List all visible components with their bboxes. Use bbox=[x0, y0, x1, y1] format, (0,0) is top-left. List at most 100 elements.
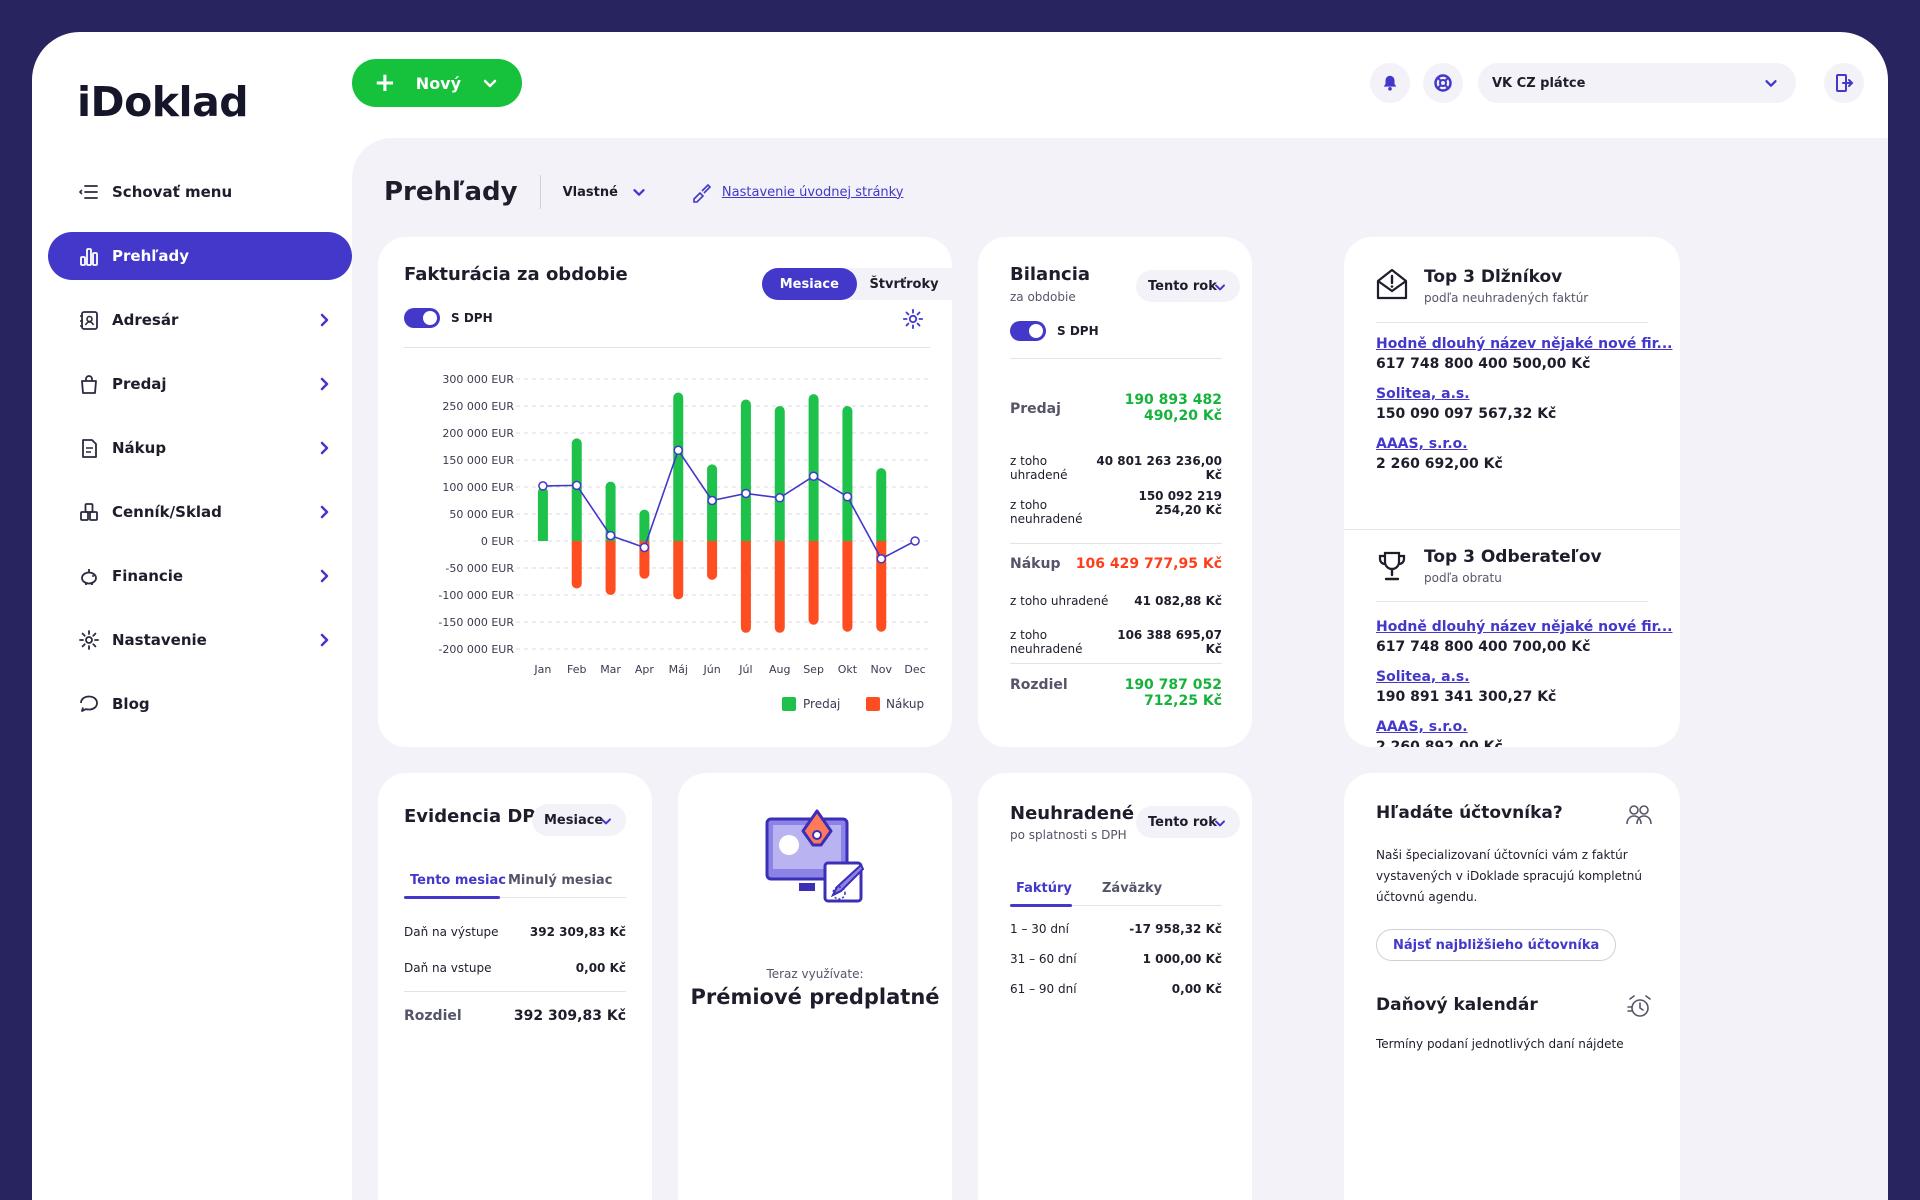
debtors-item-name[interactable]: AAAS, s.r.o. bbox=[1376, 436, 1468, 452]
x-tick-label: Dec bbox=[904, 663, 925, 676]
tab-period-0[interactable]: Mesiace bbox=[762, 268, 857, 300]
bar-sales bbox=[639, 509, 650, 541]
app-window: iDoklad Schovať menu Prehľady Adresár Preda… bbox=[32, 32, 1888, 1200]
bar-purchase bbox=[605, 541, 616, 595]
bar-purchase-base bbox=[808, 541, 819, 547]
gear-icon bbox=[78, 629, 100, 651]
bar-sales-base bbox=[707, 535, 718, 541]
balance-vat-toggle[interactable] bbox=[1010, 321, 1046, 341]
vat-output-label: Daň na výstupe bbox=[404, 925, 499, 939]
view-select[interactable]: Vlastné bbox=[563, 183, 648, 201]
new-button[interactable]: + Nový bbox=[352, 59, 522, 107]
unpaid-period-select[interactable]: Tento rok bbox=[1136, 806, 1240, 838]
sidebar-item-label: Financie bbox=[112, 567, 184, 585]
y-tick-label: -50 000 EUR bbox=[445, 562, 514, 575]
plus-icon: + bbox=[374, 68, 396, 98]
logo[interactable]: iDoklad bbox=[77, 72, 249, 132]
tax-calendar-text: Termíny podaní jednotlivých daní nájdete bbox=[1376, 1037, 1624, 1051]
y-tick-label: -200 000 EUR bbox=[438, 643, 514, 656]
sidebar-item-3[interactable]: Predaj bbox=[48, 360, 352, 408]
sidebar-item-label: Predaj bbox=[112, 375, 167, 393]
active-tab-indicator bbox=[404, 896, 500, 899]
sidebar-item-label: Nastavenie bbox=[112, 631, 207, 649]
balance-divider bbox=[1010, 358, 1222, 359]
unpaid-card: Neuhradené po splatnosti s DPH Tento rok… bbox=[978, 773, 1252, 1200]
balance-purchase-unpaid-label: z toho neuhradené bbox=[1010, 628, 1083, 656]
sidebar-item-0[interactable]: Schovať menu bbox=[48, 168, 352, 216]
balance-sales-paid-value: 40 801 263 236,00 Kč bbox=[1096, 454, 1222, 482]
tab-invoices[interactable]: Faktúry bbox=[1016, 881, 1072, 896]
lifebuoy-icon bbox=[1434, 74, 1452, 92]
vat-period-select[interactable]: Mesiace bbox=[532, 804, 626, 836]
company-select[interactable]: VK CZ plátce bbox=[1478, 63, 1796, 103]
tab-period-1[interactable]: Štvrťroky bbox=[869, 276, 939, 292]
sidebar-item-4[interactable]: Nákup bbox=[48, 424, 352, 472]
bar-sales-base bbox=[740, 535, 751, 541]
vat-toggle-label: S DPH bbox=[451, 311, 493, 325]
sidebar-item-6[interactable]: Financie bbox=[48, 552, 352, 600]
y-tick-label: -100 000 EUR bbox=[438, 589, 514, 602]
debtors-item-amount: 617 748 800 400 500,00 Kč bbox=[1376, 356, 1591, 372]
unpaid-subtitle: po splatnosti s DPH bbox=[1010, 828, 1127, 842]
unpaid-row-label: 61 – 90 dní bbox=[1010, 982, 1077, 996]
balance-period-select[interactable]: Tento rok bbox=[1136, 270, 1240, 302]
balance-sales-unpaid-label: z toho neuhradené bbox=[1010, 498, 1083, 526]
trophy-icon bbox=[1378, 551, 1406, 581]
bar-sales bbox=[842, 406, 853, 541]
bar-purchase bbox=[707, 541, 718, 580]
help-button[interactable] bbox=[1423, 63, 1463, 103]
debtors-item-name[interactable]: Hodně dlouhý název nějaké nové fir... bbox=[1376, 336, 1673, 352]
bar-purchase bbox=[673, 541, 684, 600]
balance-purchase-unpaid-value: 106 388 695,07 Kč bbox=[1117, 628, 1222, 656]
sidebar-item-8[interactable]: Blog bbox=[48, 680, 352, 728]
bar-purchase bbox=[740, 541, 751, 633]
notifications-button[interactable] bbox=[1370, 63, 1410, 103]
unpaid-row-label: 31 – 60 dní bbox=[1010, 952, 1077, 966]
x-tick-label: Nov bbox=[871, 663, 893, 676]
homepage-settings-link[interactable]: Nastavenie úvodnej stránky bbox=[690, 181, 904, 203]
x-tick-label: Okt bbox=[838, 663, 858, 676]
chevron-right-icon bbox=[314, 502, 334, 522]
tab-liabilities[interactable]: Záväzky bbox=[1102, 881, 1163, 896]
find-accountant-button[interactable]: Nájsť najbližšieho účtovníka bbox=[1376, 929, 1617, 961]
x-tick-label: Sep bbox=[803, 663, 824, 676]
homepage-settings-label: Nastavenie úvodnej stránky bbox=[721, 184, 904, 200]
balance-sales-label: Predaj bbox=[1010, 401, 1061, 417]
balance-period-value: Tento rok bbox=[1148, 278, 1217, 294]
vat-input-value: 0,00 Kč bbox=[575, 961, 626, 975]
sidebar-item-1[interactable]: Prehľady bbox=[48, 232, 352, 280]
unpaid-row: 1 – 30 dní -17 958,32 Kč bbox=[1010, 922, 1222, 936]
customers-divider bbox=[1376, 601, 1648, 602]
top-partners-card: Top 3 Dlžníkov podľa neuhradených faktúr… bbox=[1344, 237, 1680, 747]
balance-title: Bilancia bbox=[1010, 264, 1091, 285]
balance-point bbox=[605, 530, 616, 541]
tab-last-month[interactable]: Minulý mesiac bbox=[508, 873, 613, 888]
balance-sales-paid-row: z toho uhradené 40 801 263 236,00 Kč bbox=[1010, 454, 1222, 482]
bar-sales-base bbox=[876, 535, 887, 541]
unpaid-row-label: 1 – 30 dní bbox=[1010, 922, 1069, 936]
gear-icon[interactable] bbox=[902, 308, 924, 330]
logout-icon bbox=[1836, 74, 1854, 92]
sidebar-item-2[interactable]: Adresár bbox=[48, 296, 352, 344]
balance-purchase-value: 106 429 777,95 Kč bbox=[1075, 556, 1222, 572]
customers-item-name[interactable]: Hodně dlouhý název nějaké nové fir... bbox=[1376, 619, 1673, 635]
tab-this-month[interactable]: Tento mesiac bbox=[410, 873, 506, 888]
customers-item-name[interactable]: Solitea, a.s. bbox=[1376, 669, 1470, 685]
debtors-item-name[interactable]: Solitea, a.s. bbox=[1376, 386, 1470, 402]
sidebar-item-5[interactable]: Cenník/Sklad bbox=[48, 488, 352, 536]
vat-toggle[interactable] bbox=[404, 308, 440, 328]
balance-sales-row: Predaj 190 893 482 490,20 Kč bbox=[1010, 392, 1222, 424]
logout-button[interactable] bbox=[1824, 63, 1864, 103]
legend-label-sales: Predaj bbox=[803, 697, 840, 711]
customers-title: Top 3 Odberateľov bbox=[1424, 547, 1602, 567]
vat-title: Evidencia DPH bbox=[404, 806, 551, 827]
debtors-item-amount: 2 260 692,00 Kč bbox=[1376, 456, 1503, 472]
sidebar-item-7[interactable]: Nastavenie bbox=[48, 616, 352, 664]
balance-sales-unpaid-value: 150 092 219 254,20 Kč bbox=[1138, 489, 1222, 517]
balance-purchase-row: Nákup 106 429 777,95 Kč bbox=[1010, 556, 1222, 572]
customers-item-name[interactable]: AAAS, s.r.o. bbox=[1376, 719, 1468, 735]
design-illustration bbox=[765, 809, 865, 903]
tab-period-2[interactable]: Roky bbox=[951, 268, 952, 300]
bar-sales bbox=[876, 468, 887, 541]
balance-point bbox=[910, 536, 920, 546]
